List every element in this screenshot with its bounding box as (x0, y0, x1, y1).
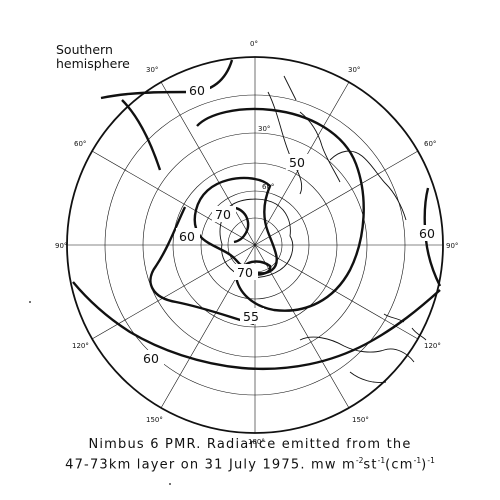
latitude-label: 60° (262, 183, 274, 191)
longitude-label: 90° (446, 242, 458, 250)
longitude-labels: 0° 30° 60° 90° 120° 150° 180° 150° 120° … (55, 40, 458, 446)
longitude-label: 120° (72, 342, 89, 350)
stray-mark (29, 301, 31, 303)
caption-unit-text: ) (421, 457, 428, 473)
radiance-contours (72, 59, 442, 371)
caption-unit-text: st (363, 457, 378, 473)
africa-coastline (329, 150, 407, 221)
longitude-label: 120° (424, 342, 441, 350)
contour-60-left (72, 281, 441, 371)
contour-labels: 60 50 70 60 60 70 55 60 (140, 82, 440, 366)
caption-exponent: -1 (413, 456, 422, 465)
contour-label: 50 (289, 155, 305, 170)
caption-exponent: -1 (427, 456, 435, 465)
contour-55 (149, 206, 255, 326)
stray-mark (169, 483, 171, 485)
caption-exponent: -2 (355, 456, 364, 465)
longitude-label: 150° (146, 416, 163, 424)
australia-coastline (299, 336, 415, 383)
latitude-label: 30° (258, 125, 270, 133)
figure-caption: Nimbus 6 PMR. Radiance emitted from the … (0, 437, 500, 473)
caption-line2-text: 47-73km layer on 31 July 1975. mw m (65, 457, 356, 473)
contour-inner-left (193, 176, 278, 275)
longitude-label: 180° (248, 438, 265, 446)
contour-60-topleft (121, 99, 162, 171)
caption-exponent: -1 (377, 456, 386, 465)
longitude-label: 0° (250, 40, 258, 48)
contour-label: 55 (243, 309, 259, 324)
longitude-label: 90° (55, 242, 67, 250)
contour-50 (196, 107, 365, 312)
coastlines (219, 75, 427, 383)
caption-line1: Nimbus 6 PMR. Radiance emitted from the (88, 437, 412, 452)
contour-label: 70 (215, 207, 231, 222)
hemisphere-label-line2: hemisphere (56, 56, 130, 71)
longitude-label: 30° (146, 66, 158, 74)
longitude-label: 150° (352, 416, 369, 424)
hemisphere-label-line1: Southern (56, 42, 113, 57)
longitude-label: 30° (348, 66, 360, 74)
longitude-label: 60° (424, 140, 436, 148)
contour-label: 60 (143, 351, 159, 366)
antarctica-coastline (219, 198, 294, 278)
contour-label: 60 (189, 83, 205, 98)
south-america-coastline (267, 75, 341, 195)
contour-label: 70 (237, 265, 253, 280)
latitude-labels: 30° 60° (258, 125, 274, 191)
contour-label: 60 (179, 229, 195, 244)
meridian-lines (67, 57, 443, 433)
longitude-label: 60° (74, 140, 86, 148)
contour-label: 60 (419, 226, 435, 241)
caption-unit-text: (cm (385, 457, 414, 473)
caption-line2: 47-73km layer on 31 July 1975. mw m-2st-… (0, 453, 500, 473)
